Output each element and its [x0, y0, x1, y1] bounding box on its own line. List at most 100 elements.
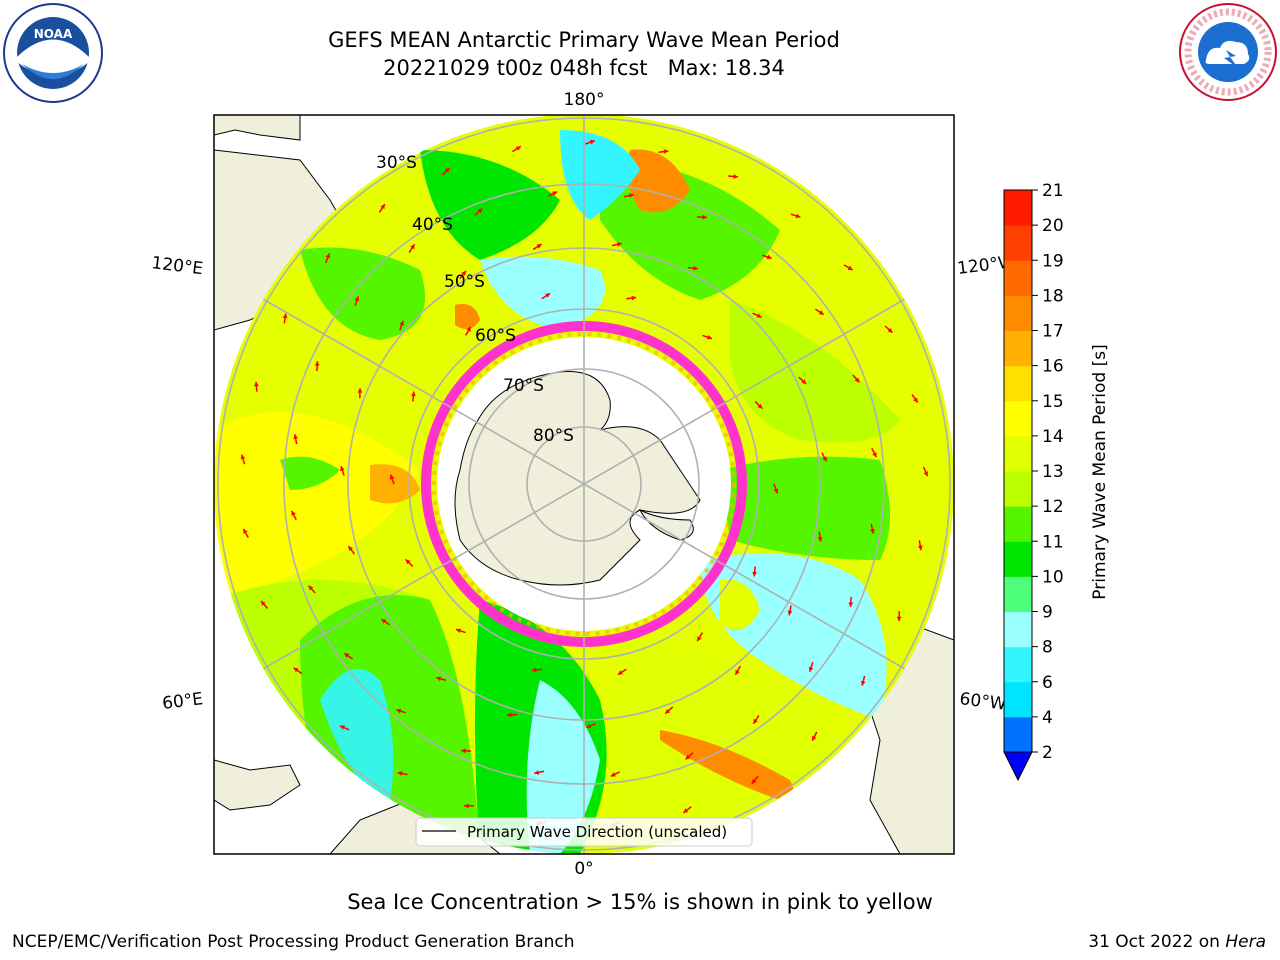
landmass-antarctica: [454, 371, 701, 586]
lon-label-180: 180°: [564, 90, 605, 110]
wave-arrow-head: [735, 669, 740, 675]
wave-arrow-head: [531, 667, 537, 673]
wave-arrow-head: [752, 571, 758, 577]
wave-arrow-head: [240, 454, 246, 460]
wave-arrow-head: [589, 139, 595, 145]
wave-arrow-head: [795, 213, 801, 219]
wave-arrow-head: [293, 667, 299, 673]
noaa-logo: NOAA: [3, 3, 103, 103]
footer-credit: NCEP/EMC/Verification Post Processing Pr…: [12, 932, 575, 952]
footer-date-text: 31 Oct 2022 on: [1088, 932, 1226, 952]
wave-arrow-head: [461, 270, 467, 276]
wave-arrow-head: [631, 295, 637, 301]
footer-date: 31 Oct 2022 on Hera: [1088, 932, 1266, 952]
wave-arrow-head: [405, 559, 411, 565]
wave-arrow-head: [354, 296, 360, 302]
wave-arrow-head: [917, 545, 923, 551]
wave-arrow-head: [552, 191, 558, 196]
wave-arrow-head: [340, 466, 345, 472]
wave-arrow-head: [665, 708, 671, 714]
wave-arrow-head: [697, 636, 702, 642]
wave-arrow-head: [291, 510, 296, 516]
wave-arrow-head: [314, 361, 320, 366]
wave-arrow-head: [818, 310, 824, 315]
wave-arrow-head: [464, 803, 469, 809]
wave-arrow-head: [872, 452, 877, 458]
wave-arrow-head: [663, 149, 669, 154]
wave-arrow-head: [515, 146, 521, 151]
lon-label-60w: 60°W: [958, 689, 1007, 715]
wave-arrow-head: [847, 265, 853, 270]
wave-arrow-head: [693, 265, 698, 271]
lon-label-60e: 60°E: [161, 689, 204, 714]
wave-arrow-head: [477, 208, 483, 214]
wave-arrow-head: [756, 313, 762, 318]
wave-arrow-head: [896, 616, 902, 622]
lat-label-60s: 60°S: [475, 326, 516, 346]
wave-arrow-head: [887, 327, 893, 333]
wave-arrow-head: [808, 666, 814, 672]
wave-arrow-head: [396, 708, 402, 714]
landmass-africa: [214, 115, 301, 141]
wave-arrow-head: [260, 601, 266, 606]
wave-arrow-head: [308, 585, 314, 591]
wave-arrow-head: [282, 313, 288, 319]
map-subtitle: 20221029 t00z 048h fcst Max: 18.34: [383, 56, 785, 80]
legend-label: Primary Wave Direction (unscaled): [467, 823, 727, 841]
lat-label-50s: 50°S: [444, 272, 485, 292]
wave-arrow-head: [536, 244, 542, 249]
wave-arrow-head: [339, 725, 345, 730]
wave-period-field: [214, 115, 954, 854]
wave-arrow-head: [466, 326, 471, 332]
wave-arrow-head: [683, 808, 689, 813]
wave-arrow-head: [253, 381, 259, 387]
wave-arrow-head: [787, 610, 793, 616]
wave-arrow-head: [534, 770, 540, 775]
wave-arrow-head: [293, 434, 298, 440]
wave-arrow-head: [397, 771, 403, 776]
wave-arrow-head: [817, 536, 823, 542]
wave-arrow-head: [617, 670, 623, 675]
wave-arrow-head: [860, 680, 866, 686]
wave-arrow-head: [617, 242, 622, 247]
wave-arrow-head: [733, 174, 739, 179]
wave-arrow-head: [545, 293, 551, 298]
wave-arrow-head: [436, 676, 442, 682]
wave-arrow-head: [389, 474, 395, 480]
wave-arrow-head: [348, 546, 353, 551]
graticule: [217, 115, 951, 854]
wave-arrow-head: [685, 754, 691, 760]
wave-arrow-head: [610, 772, 616, 777]
wave-arrow-head: [399, 320, 404, 326]
lat-label-80s: 80°S: [533, 426, 574, 446]
wave-arrow-head: [773, 488, 779, 494]
wave-arrow-head: [854, 377, 860, 383]
wave-arrow-head: [822, 456, 827, 462]
wave-arrow-head: [410, 244, 415, 250]
wave-arrow-head: [380, 204, 385, 210]
wave-arrow-head: [812, 735, 817, 741]
wave-arrow-head: [913, 397, 918, 403]
wave-arrow-head: [870, 528, 875, 534]
sea-ice-note: Sea Ice Concentration > 15% is shown in …: [347, 890, 933, 914]
wave-arrow-head: [456, 628, 461, 634]
wave-arrow-head: [766, 254, 772, 260]
lon-label-0: 0°: [574, 859, 593, 879]
landmass-madagascar: [214, 759, 301, 811]
wave-arrow-head: [507, 712, 512, 718]
wave-arrow-head: [243, 528, 248, 534]
wave-arrow-head: [381, 619, 387, 624]
wave-arrow-head: [923, 471, 928, 477]
wave-arrow-head: [325, 253, 331, 259]
wave-arrow-head: [444, 167, 450, 173]
wave-arrow-head: [628, 193, 634, 198]
lat-label-40s: 40°S: [412, 215, 453, 235]
wave-arrow-head: [757, 403, 763, 409]
wave-arrow-head: [586, 723, 592, 729]
wave-arrow-head: [357, 388, 363, 393]
wave-arrow-head: [410, 391, 416, 397]
svg-text:NOAA: NOAA: [34, 27, 73, 41]
map-title: GEFS MEAN Antarctic Primary Wave Mean Pe…: [328, 28, 840, 52]
wave-arrow-head: [707, 334, 712, 340]
